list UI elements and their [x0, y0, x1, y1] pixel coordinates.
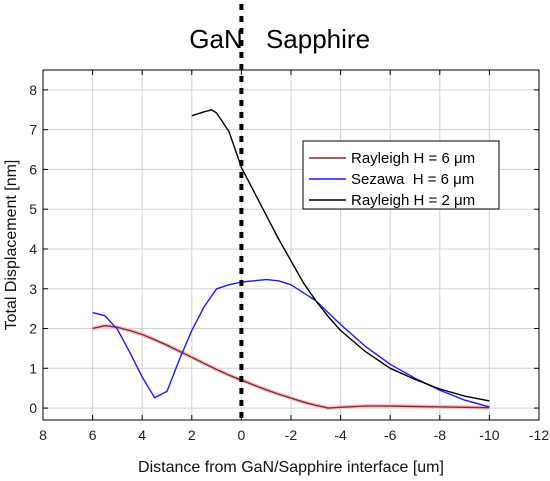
y-tick-label: 6 [29, 161, 37, 177]
legend: Rayleigh H = 6 μm Sezawa H = 6 μm Rayleigh… [302, 140, 500, 210]
y-tick-label: 2 [29, 321, 37, 337]
legend-label-0: Rayleigh H = 6 μm [351, 150, 475, 167]
x-axis: 8 6 4 2 0 -2 -4 -6 -8 -10 -12 [39, 70, 549, 443]
y-tick-label: 5 [29, 201, 37, 217]
x-tick-label: 8 [39, 427, 47, 443]
y-tick-label: 1 [29, 360, 37, 376]
region-label-sapphire: Sapphire [266, 24, 370, 54]
x-tick-label: -6 [384, 427, 397, 443]
y-tick-label: 0 [29, 400, 37, 416]
x-tick-label: 0 [238, 427, 246, 443]
series-line-0 [92, 325, 490, 409]
series-line-2 [191, 109, 490, 402]
x-axis-title: Distance from GaN/Sapphire interface [um… [138, 459, 444, 476]
x-tick-label: -4 [334, 427, 347, 443]
x-tick-label: -12 [529, 427, 549, 443]
x-tick-label: -2 [285, 427, 298, 443]
legend-box [302, 140, 500, 210]
legend-label-2: Rayleigh H = 2 μm [351, 192, 475, 209]
grid [42, 70, 540, 420]
x-tick-label: -8 [434, 427, 447, 443]
x-tick-label: 6 [89, 427, 97, 443]
x-tick-label: 2 [188, 427, 196, 443]
x-tick-label: 4 [138, 427, 146, 443]
y-axis: 0 1 2 3 4 5 6 7 8 [29, 82, 539, 416]
x-tick-label: -10 [479, 427, 499, 443]
y-tick-label: 8 [29, 82, 37, 98]
y-tick-label: 3 [29, 281, 37, 297]
y-tick-label: 7 [29, 122, 37, 138]
region-label-gan: GaN [189, 24, 242, 54]
legend-label-1: Sezawa H = 6 μm [351, 171, 474, 188]
y-tick-label: 4 [29, 241, 37, 257]
y-axis-title: Total Displacement [nm] [3, 160, 20, 331]
